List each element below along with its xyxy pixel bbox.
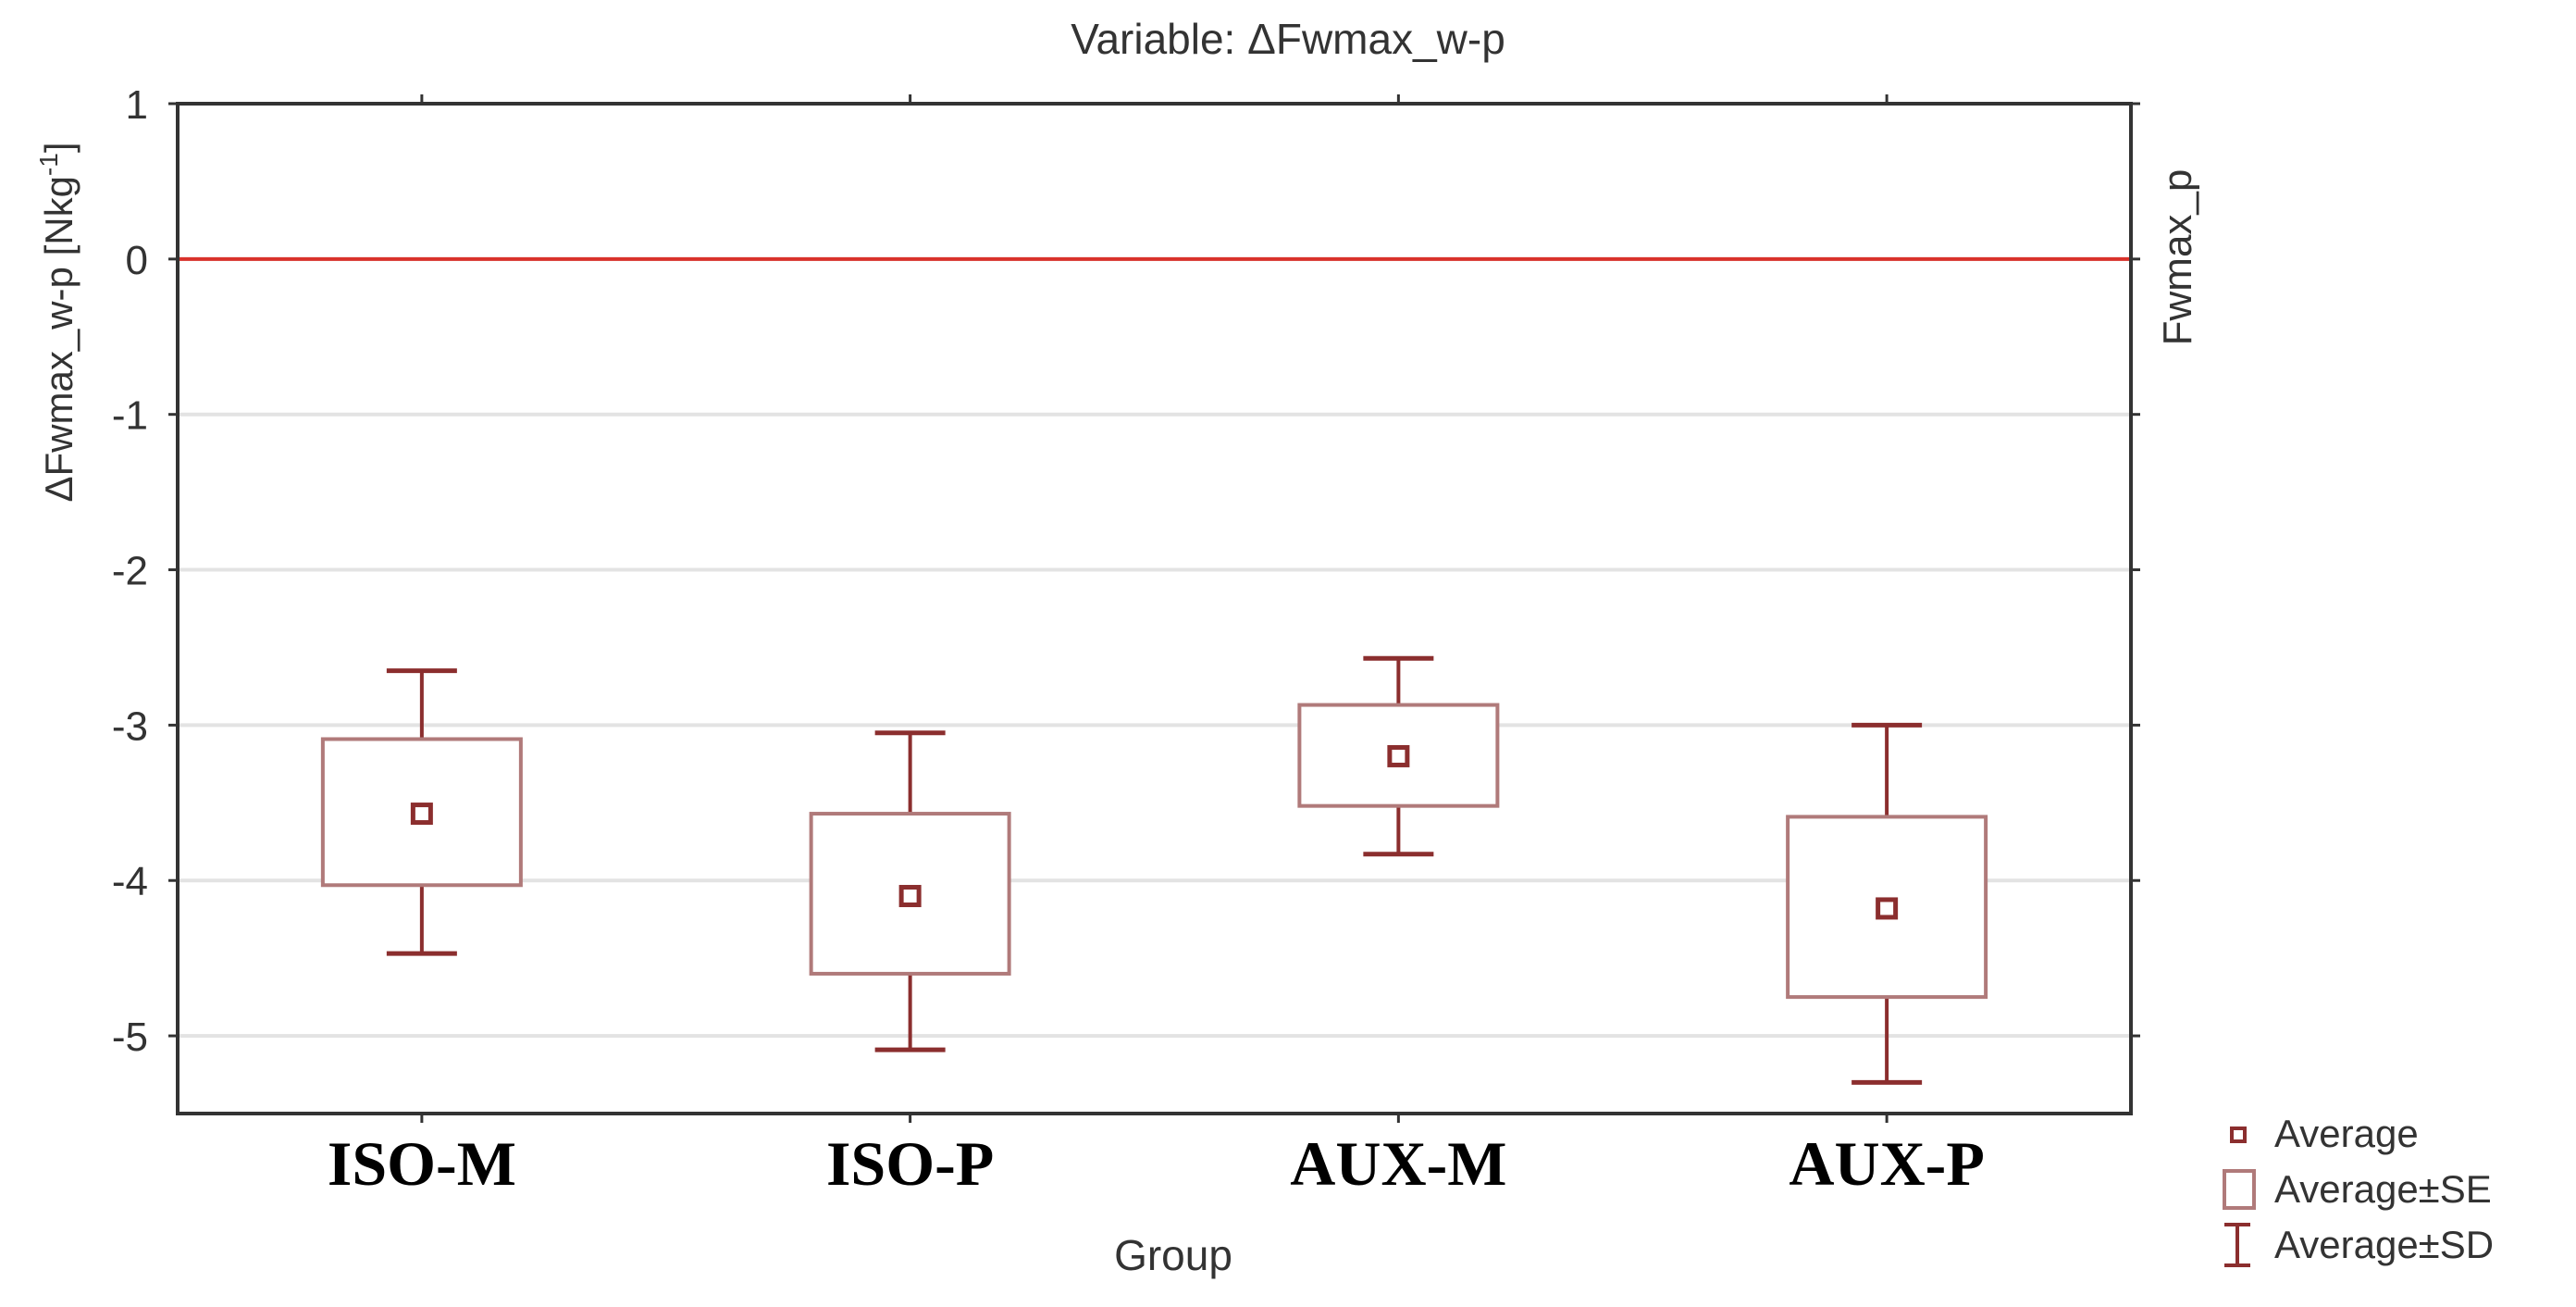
right-axis-label: Fwmax_p bbox=[2155, 169, 2200, 346]
x-axis-label: Group bbox=[1114, 1231, 1232, 1279]
y-tick-label: -2 bbox=[112, 549, 148, 594]
y-tick-label: -4 bbox=[112, 859, 148, 904]
average-marker bbox=[1387, 744, 1410, 767]
x-category-label: AUX-P bbox=[1789, 1128, 1985, 1199]
legend-label-sd: Average±SD bbox=[2274, 1223, 2494, 1266]
chart-title: Variable: ΔFwmax_w-p bbox=[1071, 15, 1505, 63]
y-tick-label: 0 bbox=[126, 238, 148, 283]
legend-label-se: Average±SE bbox=[2274, 1167, 2492, 1211]
legend-se-icon bbox=[2223, 1169, 2256, 1210]
legend: Average Average±SE Average±SD bbox=[2223, 1112, 2494, 1267]
y-tick-labels: 1 0 -1 -2 -3 -4 -5 bbox=[112, 82, 148, 1060]
box-group bbox=[320, 668, 523, 956]
y-tick-label: -1 bbox=[112, 393, 148, 439]
plot-frame bbox=[176, 102, 2133, 1115]
y-tick-label: 1 bbox=[126, 82, 148, 128]
legend-average-icon bbox=[2230, 1127, 2247, 1143]
average-marker bbox=[410, 803, 433, 826]
legend-label-average: Average bbox=[2274, 1112, 2419, 1155]
x-category-label: ISO-M bbox=[328, 1128, 516, 1199]
x-category-labels: ISO-M ISO-P AUX-M AUX-P bbox=[328, 1128, 1985, 1199]
box-group bbox=[1786, 722, 1988, 1085]
y-tick-label: -5 bbox=[112, 1014, 148, 1060]
legend-sd-icon bbox=[2224, 1223, 2250, 1267]
y-tick-label: -3 bbox=[112, 703, 148, 749]
average-marker bbox=[898, 885, 922, 908]
box-group bbox=[1297, 655, 1500, 857]
average-marker bbox=[1876, 897, 1899, 920]
axes bbox=[168, 94, 2140, 1123]
se-box bbox=[1786, 815, 1988, 1000]
plot-area bbox=[320, 655, 1988, 1085]
x-category-label: AUX-M bbox=[1290, 1128, 1506, 1199]
x-category-label: ISO-P bbox=[826, 1128, 994, 1199]
y-axis-label: ΔFwmax_w-p [Nkg-1] bbox=[34, 142, 80, 502]
box-group bbox=[809, 730, 1011, 1052]
